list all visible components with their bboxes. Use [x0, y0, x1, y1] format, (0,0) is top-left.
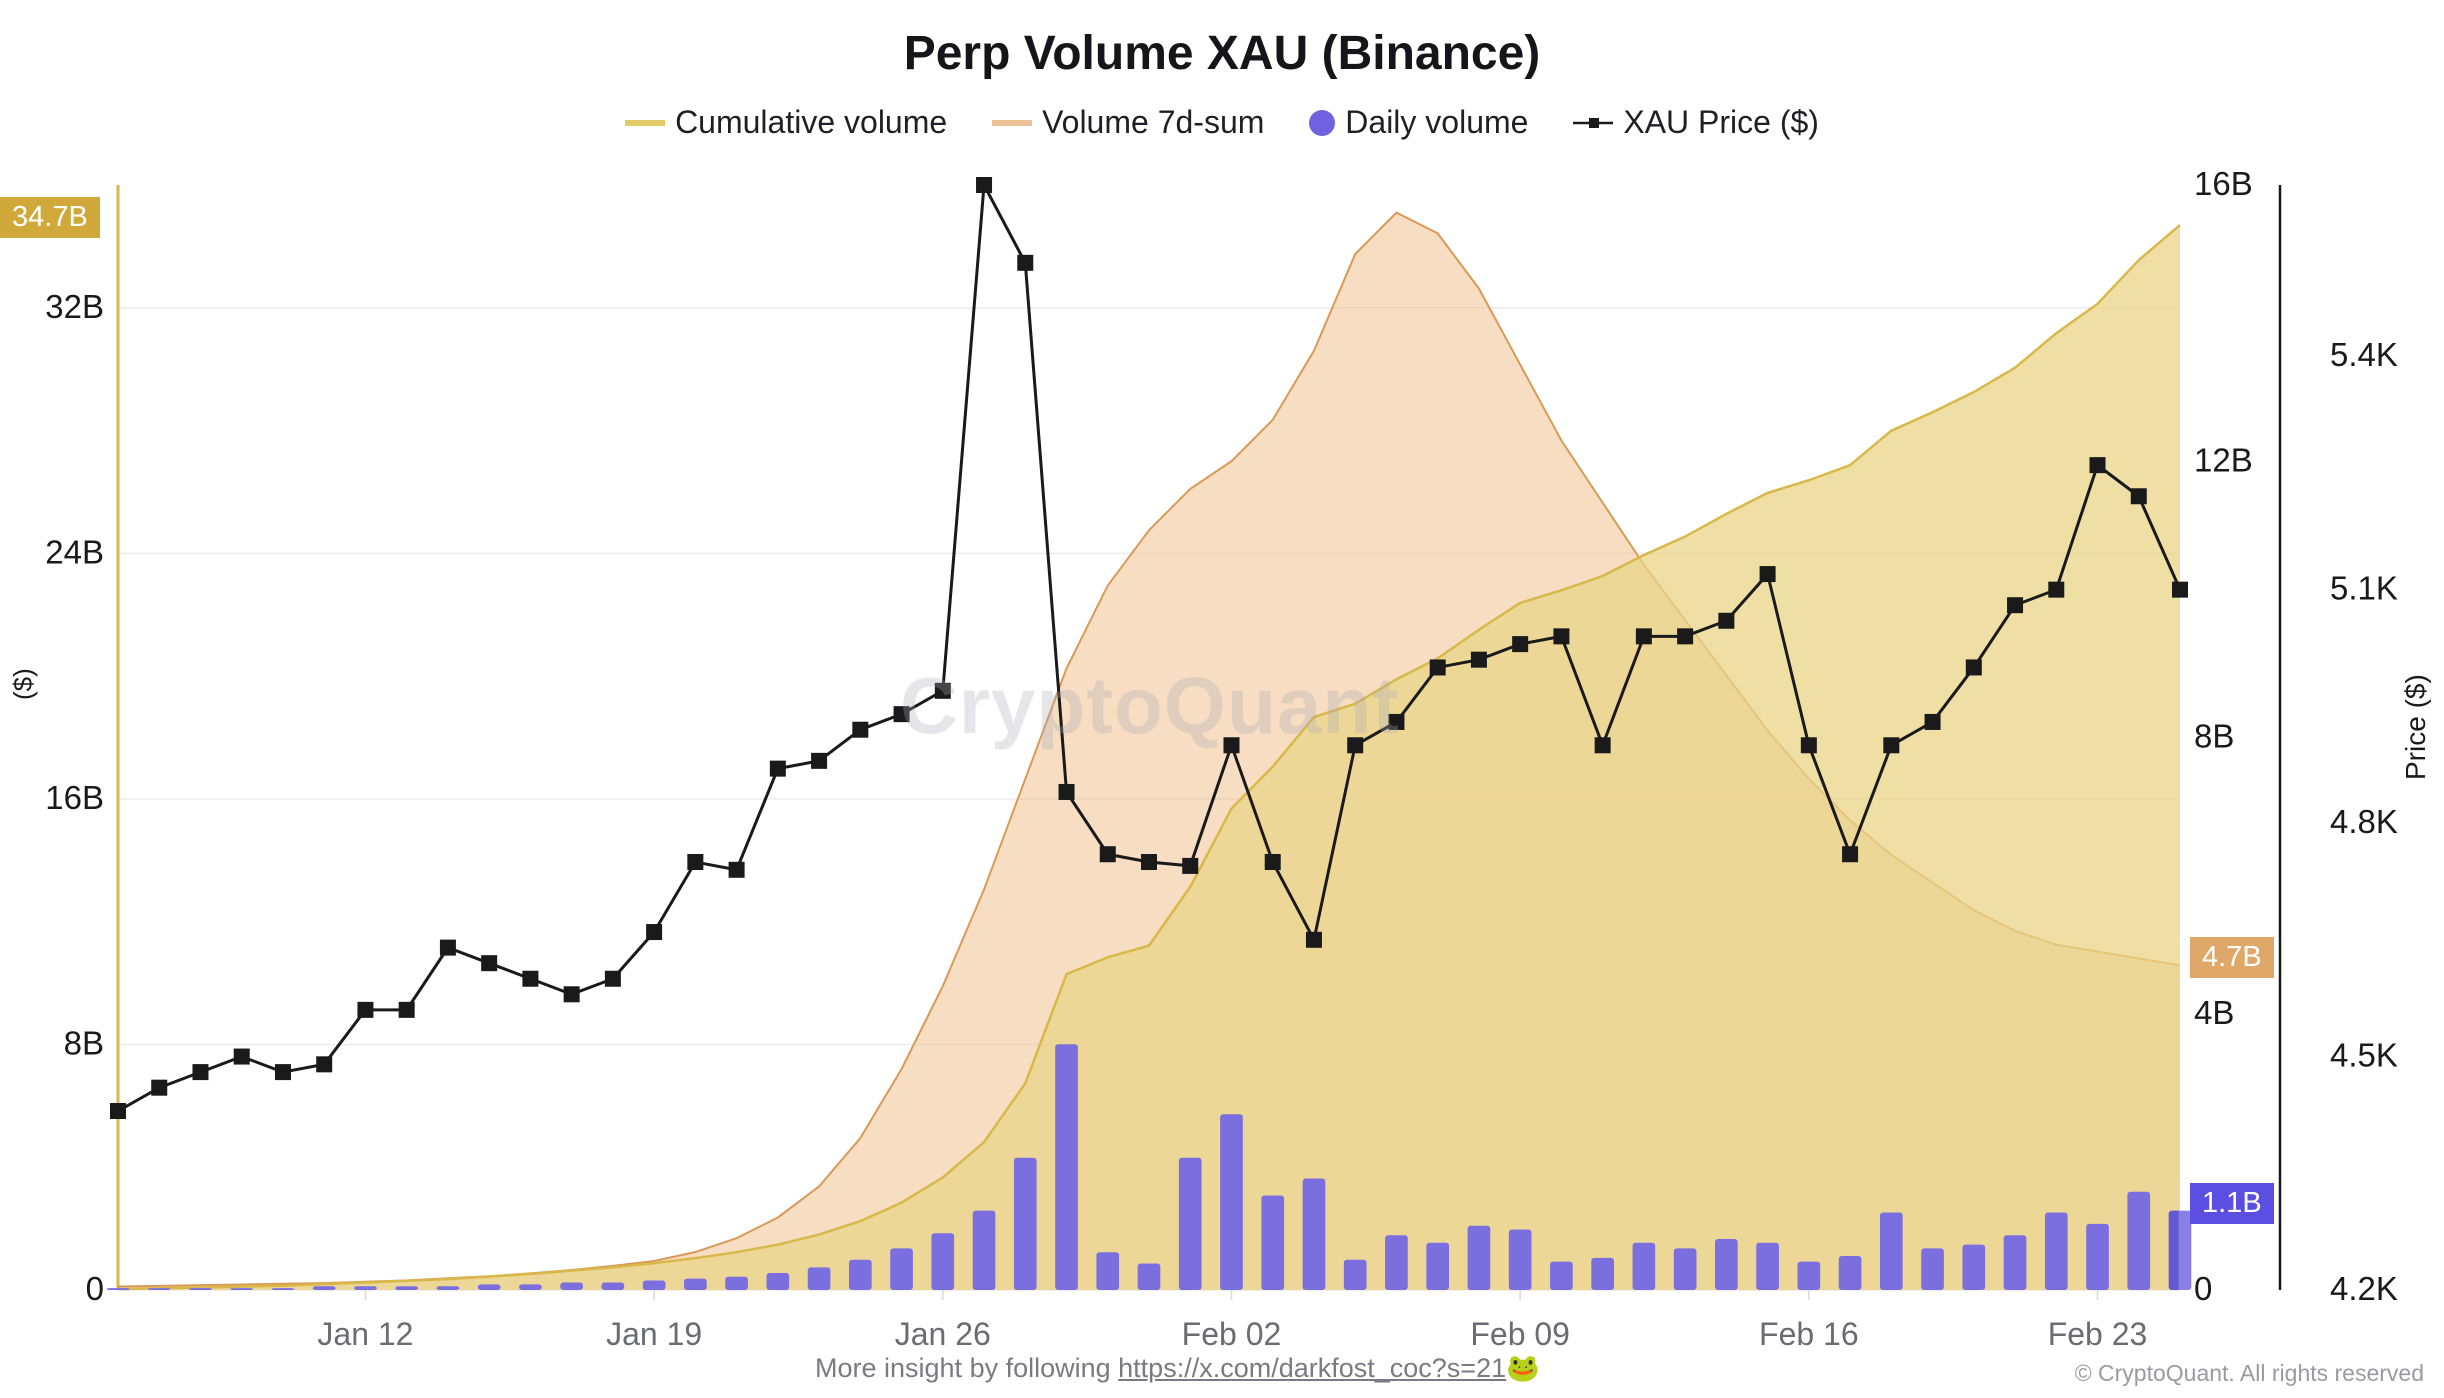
svg-text:8B: 8B — [64, 1024, 104, 1061]
svg-text:5.4K: 5.4K — [2330, 336, 2398, 373]
svg-text:Feb 02: Feb 02 — [1182, 1316, 1282, 1352]
svg-text:Feb 23: Feb 23 — [2048, 1316, 2148, 1352]
svg-text:5.1K: 5.1K — [2330, 570, 2398, 607]
svg-text:12B: 12B — [2194, 441, 2253, 478]
svg-text:4B: 4B — [2194, 994, 2234, 1031]
svg-text:16B: 16B — [45, 779, 104, 816]
svg-text:4.5K: 4.5K — [2330, 1037, 2398, 1074]
svg-text:8B: 8B — [2194, 718, 2234, 755]
svg-text:24B: 24B — [45, 533, 104, 570]
svg-text:0: 0 — [2194, 1270, 2212, 1307]
svg-text:4.8K: 4.8K — [2330, 803, 2398, 840]
svg-text:Feb 16: Feb 16 — [1759, 1316, 1859, 1352]
svg-text:Jan 12: Jan 12 — [317, 1316, 413, 1352]
svg-text:Jan 19: Jan 19 — [606, 1316, 702, 1352]
svg-text:0: 0 — [86, 1270, 104, 1307]
svg-text:Feb 09: Feb 09 — [1470, 1316, 1570, 1352]
svg-text:16B: 16B — [2194, 165, 2253, 202]
svg-text:Jan 26: Jan 26 — [895, 1316, 991, 1352]
svg-text:4.2K: 4.2K — [2330, 1270, 2398, 1307]
svg-text:32B: 32B — [45, 288, 104, 325]
